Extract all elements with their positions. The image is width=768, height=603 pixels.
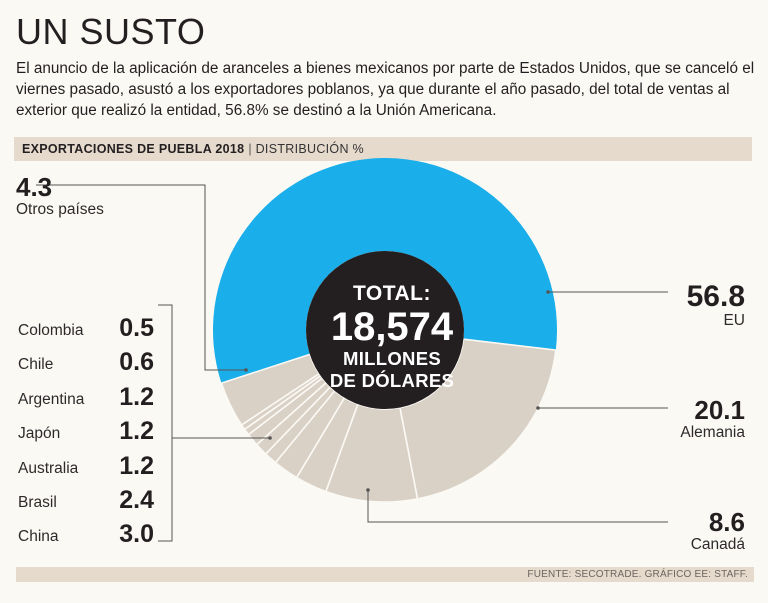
list-item-name: Chile	[18, 356, 53, 374]
label-alemania: 20.1 Alemania	[600, 396, 745, 442]
list-item-value: 2.4	[119, 486, 154, 514]
label-alemania-value: 20.1	[600, 396, 745, 424]
list-item: Argentina 1.2	[18, 385, 158, 411]
list-item: China 3.0	[18, 522, 158, 548]
label-eu-value: 56.8	[600, 282, 745, 312]
label-canada-name: Canadá	[600, 536, 745, 554]
leader-small-bracket	[158, 305, 172, 541]
label-alemania-name: Alemania	[600, 424, 745, 442]
center-unit-line2: DE DÓLARES	[318, 370, 466, 392]
label-eu-name: EU	[600, 312, 745, 330]
label-otros-name: Otros países	[16, 201, 104, 219]
label-eu: 56.8 EU	[600, 282, 745, 330]
list-item-value: 1.2	[119, 417, 154, 445]
list-item-name: China	[18, 528, 59, 546]
list-item: Australia 1.2	[18, 454, 158, 480]
list-item-name: Argentina	[18, 391, 84, 409]
list-item-name: Colombia	[18, 322, 83, 340]
label-canada-value: 8.6	[600, 508, 745, 536]
center-total-label: TOTAL:	[318, 282, 466, 306]
list-item: Chile 0.6	[18, 350, 158, 376]
list-item-value: 0.6	[119, 348, 154, 376]
leader-eu-dot	[546, 290, 550, 294]
leader-small-dot	[268, 436, 272, 440]
list-item-value: 3.0	[119, 520, 154, 548]
label-otros-value: 4.3	[16, 173, 104, 201]
source-footer: FUENTE: SECOTRADE. GRÁFICO EE: STAFF.	[16, 567, 754, 582]
list-item-value: 1.2	[119, 383, 154, 411]
label-otros: 4.3 Otros países	[16, 173, 104, 219]
list-item: Colombia 0.5	[18, 316, 158, 342]
list-item-value: 0.5	[119, 314, 154, 342]
list-item-value: 1.2	[119, 452, 154, 480]
list-item: Japón 1.2	[18, 419, 158, 445]
leader-alemania-dot	[536, 406, 540, 410]
leader-otros-dot	[244, 368, 248, 372]
leader-canada-dot	[366, 488, 370, 492]
list-item-name: Brasil	[18, 494, 57, 512]
list-item: Brasil 2.4	[18, 488, 158, 514]
center-total-value: 18,574	[318, 306, 466, 348]
label-canada: 8.6 Canadá	[600, 508, 745, 554]
list-item-name: Australia	[18, 460, 78, 478]
list-item-name: Japón	[18, 425, 60, 443]
center-unit-line1: MILLONES	[318, 348, 466, 370]
center-label: TOTAL: 18,574 MILLONES DE DÓLARES	[318, 282, 466, 392]
